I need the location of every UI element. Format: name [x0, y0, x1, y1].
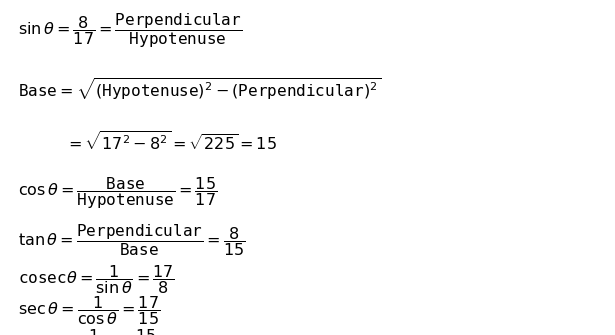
Text: $\tan\theta = \dfrac{\mathtt{Perpendicular}}{\mathtt{Base}} = \dfrac{8}{15}$: $\tan\theta = \dfrac{\mathtt{Perpendicul… — [18, 221, 246, 258]
Text: $= \sqrt{17^{2} - 8^{2}} = \sqrt{225} = 15$: $= \sqrt{17^{2} - 8^{2}} = \sqrt{225} = … — [65, 131, 277, 154]
Text: $\cos\theta = \dfrac{\mathtt{Base}}{\mathtt{Hypotenuse}} = \dfrac{15}{17}$: $\cos\theta = \dfrac{\mathtt{Base}}{\mat… — [18, 175, 218, 211]
Text: $\mathtt{Base} = \sqrt{(\mathtt{Hypotenuse})^{2} - (\mathtt{Perpendicular})^{2}}: $\mathtt{Base} = \sqrt{(\mathtt{Hypotenu… — [18, 76, 381, 102]
Text: $\mathtt{cosec}\theta = \dfrac{1}{\sin\theta} = \dfrac{17}{8}$: $\mathtt{cosec}\theta = \dfrac{1}{\sin\t… — [18, 263, 175, 296]
Text: $\sin\theta = \dfrac{8}{17} = \dfrac{\mathtt{Perpendicular}}{\mathtt{Hypotenuse}: $\sin\theta = \dfrac{8}{17} = \dfrac{\ma… — [18, 11, 243, 50]
Text: $\cot\theta = \dfrac{1}{\tan\theta} = \dfrac{15}{8}$: $\cot\theta = \dfrac{1}{\tan\theta} = \d… — [18, 327, 158, 335]
Text: $\sec\theta = \dfrac{1}{\cos\theta} = \dfrac{17}{15}$: $\sec\theta = \dfrac{1}{\cos\theta} = \d… — [18, 294, 161, 327]
